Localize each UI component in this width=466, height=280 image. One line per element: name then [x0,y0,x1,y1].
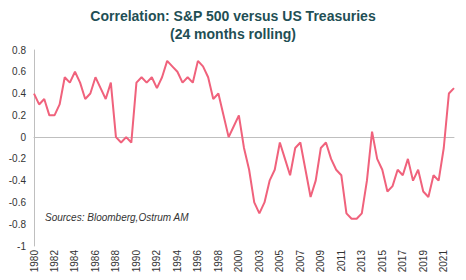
svg-text:-0.8: -0.8 [9,219,27,230]
svg-text:2007: 2007 [295,250,306,273]
svg-text:1982: 1982 [49,250,60,273]
svg-text:1996: 1996 [192,250,203,273]
svg-text:0.6: 0.6 [12,66,26,77]
svg-text:2021: 2021 [438,250,449,273]
svg-text:2005: 2005 [274,250,285,273]
svg-text:2011: 2011 [336,250,347,272]
svg-text:0.4: 0.4 [12,88,26,99]
svg-text:1992: 1992 [151,250,162,273]
svg-text:1984: 1984 [69,250,80,273]
svg-text:-0.4: -0.4 [9,175,27,186]
svg-text:1986: 1986 [90,250,101,273]
svg-text:2013: 2013 [356,250,367,273]
svg-text:2015: 2015 [377,250,388,273]
svg-text:1990: 1990 [131,250,142,273]
svg-text:1980: 1980 [29,250,40,273]
svg-text:2000: 2000 [233,250,244,273]
svg-text:Sources: Bloomberg,Ostrum AM: Sources: Bloomberg,Ostrum AM [45,212,189,223]
svg-text:-1: -1 [17,241,26,252]
svg-text:2009: 2009 [315,250,326,273]
svg-text:0.8: 0.8 [12,45,26,56]
svg-text:2017: 2017 [397,250,408,273]
svg-text:-0.2: -0.2 [9,153,27,164]
svg-text:2019: 2019 [418,250,429,273]
svg-text:1988: 1988 [110,250,121,273]
svg-text:1994: 1994 [172,250,183,273]
svg-text:-0.6: -0.6 [9,197,27,208]
svg-text:Correlation: S&P 500 versus US: Correlation: S&P 500 versus US Treasurie… [90,8,376,24]
svg-text:2003: 2003 [254,250,265,273]
svg-text:0: 0 [20,132,26,143]
svg-text:0.2: 0.2 [12,110,26,121]
svg-text:1998: 1998 [213,250,224,273]
svg-text:(24 months rolling): (24 months rolling) [170,26,296,42]
